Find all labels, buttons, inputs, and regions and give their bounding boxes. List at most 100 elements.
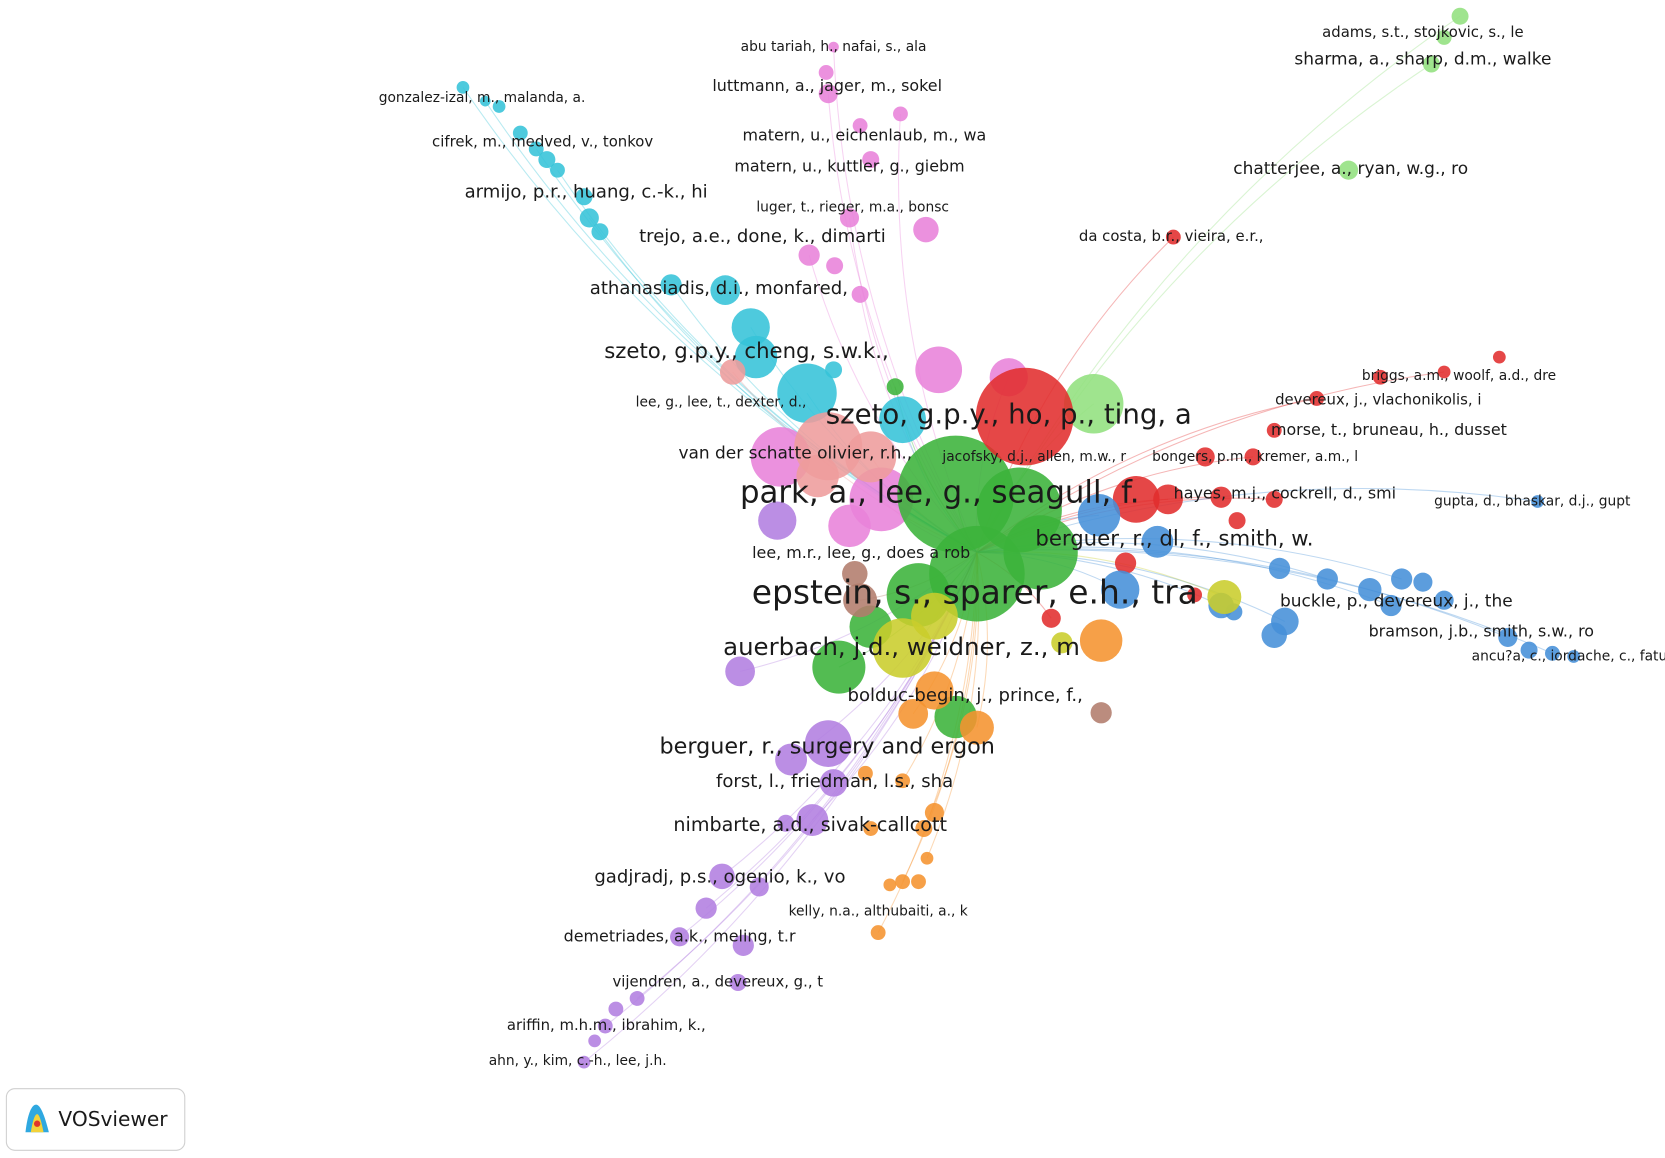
node-circle [886, 378, 904, 396]
node-circle [818, 65, 834, 80]
node-circle [719, 359, 746, 385]
node-circle [893, 106, 908, 122]
node-circle [1195, 447, 1215, 467]
node-label: bongers, p.m., kremer, a.m., l [1152, 449, 1358, 465]
logo-box[interactable]: VOSviewer [5, 1088, 186, 1151]
node-circle [895, 874, 911, 890]
node-circle [818, 84, 838, 104]
node-label: ancu?a, c., iordache, c., fatu [1472, 649, 1665, 665]
node-circle [862, 151, 880, 169]
node-circle [911, 592, 958, 640]
node-label: szeto, g.p.y., ho, p., ting, a [826, 397, 1192, 430]
node-circle [872, 618, 933, 678]
node-circle [1079, 619, 1123, 662]
node-circle [883, 878, 897, 892]
node-circle [843, 583, 878, 618]
node-circle [819, 769, 848, 797]
node-label: bramson, j.b., smith, s.w., ro [1369, 622, 1594, 641]
node-circle [775, 743, 808, 776]
node-label: cifrek, m., medved, v., tonkov [432, 133, 653, 151]
node-circle [929, 525, 1025, 622]
node-circle [1112, 475, 1160, 523]
node-circle [758, 501, 797, 540]
node-circle [913, 216, 939, 243]
node-circle [597, 1018, 613, 1034]
node-circle [1228, 512, 1246, 530]
node-circle [695, 897, 717, 919]
node-circle [857, 765, 873, 781]
node-circle [1063, 374, 1124, 434]
node-circle [839, 208, 860, 228]
node-label: park, a., lee, g., seagull, f. [740, 475, 1139, 511]
node-circle [825, 361, 843, 379]
node-label: vijendren, a., devereux, g., t [612, 973, 823, 991]
node-circle [828, 504, 871, 548]
edge [976, 15, 1461, 553]
node-circle [879, 396, 926, 444]
node-label: chatterjee, a., ryan, w.g., ro [1233, 159, 1468, 179]
node-circle [725, 656, 755, 687]
node-circle [777, 814, 795, 832]
node-label: nimbarte, a.d., sivak-callcott [673, 813, 947, 836]
node-circle [1520, 641, 1538, 659]
node-circle [629, 991, 645, 1006]
node-circle [1316, 568, 1338, 590]
logo-text: VOSviewer [58, 1107, 168, 1131]
node-circle [1153, 484, 1183, 515]
node-circle [1051, 632, 1073, 654]
node-circle [1041, 608, 1061, 628]
node-circle [732, 934, 754, 956]
logo-icon [33, 1120, 41, 1127]
node-circle [512, 125, 528, 141]
node-circle [1437, 365, 1451, 379]
node-label: adams, s.t., stojkovic, s., le [1322, 23, 1523, 41]
node-circle [924, 803, 944, 823]
node-circle [959, 710, 994, 745]
node-label: luger, t., rieger, m.a., bonsc [756, 199, 949, 215]
node-circle [1265, 490, 1283, 508]
node-label: kelly, n.a., althubaiti, a., k [789, 903, 968, 919]
node-circle [456, 80, 470, 94]
node-label: athanasiadis, d.i., monfared, [590, 278, 848, 299]
node-circle [1380, 594, 1402, 617]
node-circle [1413, 572, 1433, 592]
node-label: trejo, a.e., done, k., dimarti [639, 226, 886, 247]
node-label: armijo, p.r., huang, c.-k., hi [465, 181, 708, 202]
node-label: matern, u., kuttler, g., giebm [734, 156, 964, 175]
node-circle [852, 118, 868, 134]
node-circle [915, 820, 933, 838]
node-circle [1090, 702, 1112, 724]
node-circle [660, 274, 682, 296]
node-circle [1498, 627, 1518, 647]
node-circle [591, 223, 609, 241]
node-circle [710, 275, 741, 306]
node-label: forst, l., friedman, l.s., sha [716, 771, 953, 792]
node-circle [1339, 160, 1359, 180]
node-circle [749, 877, 769, 897]
node-circle [1434, 590, 1454, 610]
node-circle [538, 151, 556, 169]
node-circle [1422, 55, 1440, 73]
node-label: gupta, d., bhaskar, d.j., gupt [1434, 493, 1631, 509]
node-circle [870, 925, 886, 941]
node-circle [1261, 622, 1287, 649]
node-label: lee, g., lee, t., dexter, d., [636, 395, 807, 411]
logo-frame [5, 1088, 186, 1151]
node-circle [845, 431, 897, 483]
node-label: jacofsky, d.j., allen, m.w., r [941, 449, 1126, 465]
node-label: berguer, r., surgery and ergon [659, 733, 994, 759]
node-label: abu tariah, h., nafai, s., ala [741, 39, 927, 55]
node-circle [915, 671, 954, 710]
node-circle [975, 367, 1074, 466]
node-label: bolduc-begin, j., prince, f., [848, 685, 1083, 706]
node-circle [729, 974, 747, 992]
nodes [456, 7, 1581, 1069]
node-circle [1210, 486, 1232, 508]
node-circle [1451, 7, 1469, 25]
node-circle [1391, 568, 1413, 590]
node-circle [670, 927, 690, 947]
node-circle [1545, 645, 1560, 661]
node-circle [842, 560, 868, 587]
